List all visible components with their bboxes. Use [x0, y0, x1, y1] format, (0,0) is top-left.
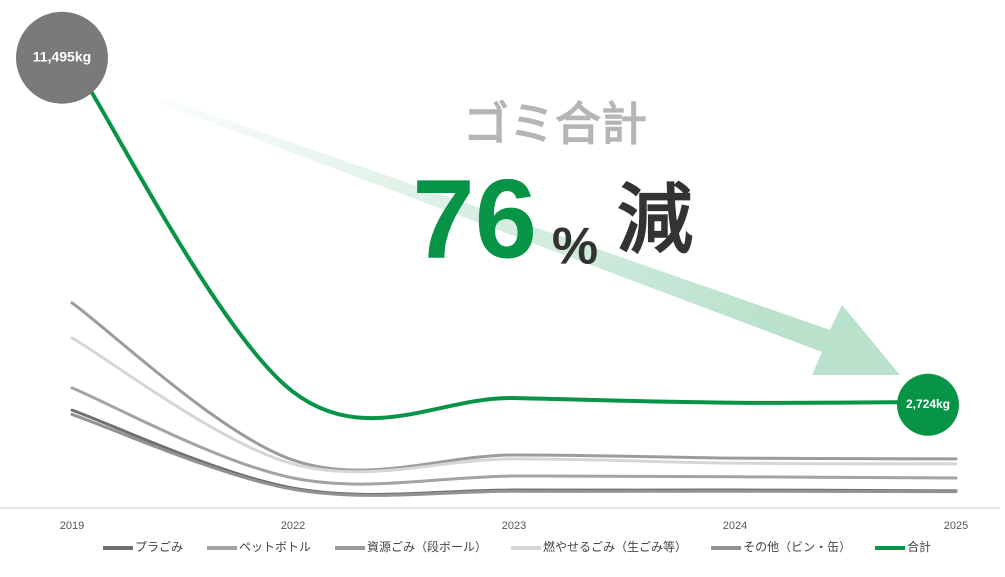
- x-tick-label: 2025: [944, 520, 968, 532]
- series-line: [70, 412, 958, 497]
- legend-label: 資源ごみ（段ボール）: [367, 539, 487, 554]
- headline: ゴミ合計: [463, 98, 647, 150]
- legend-label: ペットボトル: [239, 540, 311, 554]
- value-label: 11,495kg: [33, 48, 91, 64]
- x-tick-label: 2022: [281, 520, 305, 532]
- value-label: 2,724kg: [906, 397, 950, 411]
- value-marker: [897, 373, 959, 436]
- x-tick-label: 2023: [502, 520, 526, 532]
- x-tick-label: 2019: [60, 520, 84, 532]
- legend-label: 燃やせるごみ（生ごみ等）: [543, 539, 687, 554]
- legend-label: 合計: [907, 539, 931, 554]
- reduction-unit: %: [552, 218, 598, 276]
- series-line: [70, 57, 958, 421]
- reduction-value: 76: [412, 157, 537, 282]
- legend-label: その他（ビン・缶）: [743, 540, 851, 554]
- value-marker: [16, 11, 108, 104]
- series-line: [70, 386, 958, 486]
- x-tick-label: 2024: [723, 520, 747, 532]
- legend-label: プラごみ: [135, 539, 183, 554]
- reduction-suffix: 減: [617, 178, 693, 263]
- trend-arrow: [160, 100, 900, 375]
- plot: [70, 57, 958, 497]
- series-line: [70, 336, 958, 474]
- series-line: [70, 301, 958, 472]
